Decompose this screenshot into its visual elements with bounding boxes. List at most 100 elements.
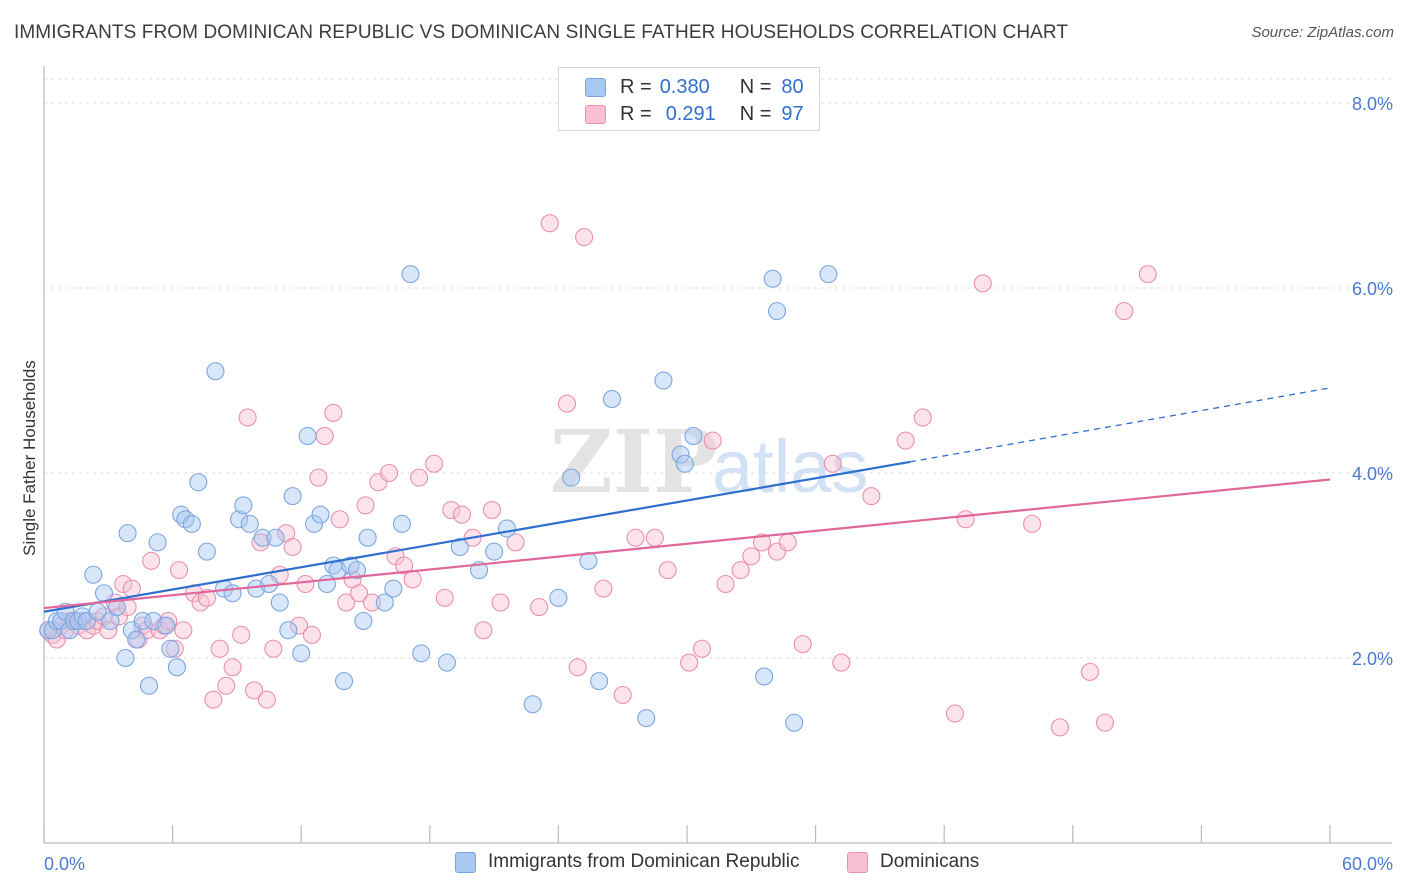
point-dominicans bbox=[452, 505, 472, 524]
point-immigrants bbox=[279, 621, 298, 640]
point-immigrants bbox=[335, 672, 354, 691]
point-dominicans bbox=[1023, 514, 1042, 533]
point-immigrants bbox=[579, 551, 598, 570]
point-immigrants bbox=[234, 496, 253, 515]
point-dominicans bbox=[626, 528, 645, 547]
point-immigrants bbox=[176, 510, 195, 529]
point-dominicans bbox=[395, 556, 414, 575]
point-dominicans bbox=[956, 510, 975, 529]
point-dominicans bbox=[283, 537, 302, 557]
legend-r-label: R = bbox=[620, 75, 652, 98]
point-immigrants bbox=[523, 695, 542, 714]
point-dominicans bbox=[778, 533, 797, 552]
axes bbox=[43, 66, 1392, 844]
point-immigrants bbox=[602, 389, 622, 409]
bottom-legend-item-immigrants: Immigrants from Dominican Republic bbox=[455, 851, 800, 873]
point-dominicans bbox=[506, 533, 525, 552]
point-dominicans bbox=[913, 408, 932, 427]
point-dominicans bbox=[1115, 302, 1134, 321]
point-immigrants bbox=[229, 510, 249, 529]
point-dominicans bbox=[94, 607, 114, 626]
bottom-legend-swatch-blue bbox=[455, 851, 476, 873]
point-immigrants bbox=[755, 667, 774, 686]
point-immigrants bbox=[675, 454, 694, 473]
point-dominicans bbox=[238, 408, 257, 427]
point-dominicans bbox=[692, 639, 712, 658]
point-dominicans bbox=[309, 468, 328, 487]
legend: R = 0.380 N = 80 R = 0.291 N = 97 bbox=[558, 67, 820, 131]
point-immigrants bbox=[182, 514, 201, 533]
bottom-legend-label: Dominicans bbox=[880, 851, 980, 872]
point-immigrants bbox=[549, 588, 568, 607]
point-dominicans bbox=[1095, 713, 1114, 732]
point-dominicans bbox=[217, 676, 236, 695]
point-dominicans bbox=[557, 394, 577, 413]
point-dominicans bbox=[973, 274, 992, 293]
point-immigrants bbox=[253, 528, 272, 547]
point-dominicans bbox=[425, 454, 444, 473]
point-immigrants bbox=[266, 528, 285, 547]
legend-r-value: 0.380 bbox=[659, 75, 710, 98]
point-dominicans bbox=[645, 528, 664, 547]
point-immigrants bbox=[654, 371, 673, 390]
point-dominicans bbox=[568, 658, 587, 677]
point-dominicans bbox=[142, 551, 161, 570]
point-dominicans bbox=[832, 653, 851, 672]
point-immigrants bbox=[375, 593, 394, 612]
point-immigrants bbox=[240, 514, 259, 533]
point-dominicans bbox=[823, 454, 842, 473]
point-dominicans bbox=[191, 593, 210, 612]
point-dominicans bbox=[731, 561, 750, 580]
point-dominicans bbox=[324, 403, 343, 422]
grid-lines bbox=[44, 78, 1392, 659]
point-immigrants bbox=[167, 658, 186, 677]
point-dominicans bbox=[613, 685, 632, 705]
point-dominicans bbox=[290, 616, 309, 635]
point-immigrants bbox=[637, 709, 656, 728]
point-immigrants bbox=[283, 487, 302, 506]
point-immigrants bbox=[767, 302, 787, 321]
point-dominicans bbox=[896, 431, 915, 450]
legend-n-label: N = bbox=[739, 75, 772, 98]
y-tick-label: 2.0% bbox=[1352, 649, 1393, 669]
point-immigrants bbox=[497, 519, 517, 538]
watermark: ZIP atlas bbox=[550, 412, 868, 513]
point-immigrants bbox=[562, 468, 581, 487]
point-dominicans bbox=[350, 584, 369, 603]
point-dominicans bbox=[159, 611, 178, 631]
tick-labels: 2.0% 4.0% 6.0% 8.0% 0.0% 60.0% bbox=[44, 94, 1393, 874]
chart-source: Source: ZipAtlas.com bbox=[1251, 24, 1394, 41]
point-dominicans bbox=[114, 574, 133, 594]
point-dominicans bbox=[362, 593, 381, 612]
x-tick-label-end: 60.0% bbox=[1342, 854, 1393, 874]
bottom-legend-swatch-pink bbox=[847, 851, 868, 873]
trend-line-immigrants bbox=[43, 460, 911, 613]
point-dominicans bbox=[315, 426, 334, 446]
point-dominicans bbox=[742, 547, 761, 566]
point-dominicans bbox=[356, 496, 375, 515]
point-dominicans bbox=[540, 214, 559, 233]
point-dominicans bbox=[530, 598, 549, 617]
point-dominicans bbox=[244, 681, 264, 700]
point-dominicans bbox=[575, 228, 594, 247]
point-immigrants bbox=[292, 644, 311, 663]
chart-title: IMMIGRANTS FROM DOMINICAN REPUBLIC VS DO… bbox=[14, 22, 1069, 43]
point-immigrants bbox=[148, 533, 167, 552]
point-dominicans bbox=[442, 500, 461, 520]
point-immigrants bbox=[763, 269, 782, 288]
point-immigrants bbox=[64, 611, 84, 631]
point-immigrants bbox=[819, 265, 838, 284]
legend-n-value: 80 bbox=[781, 75, 804, 98]
y-tick-label: 6.0% bbox=[1352, 279, 1393, 299]
legend-n-value: 97 bbox=[781, 102, 804, 125]
point-dominicans bbox=[174, 621, 193, 640]
point-dominicans bbox=[210, 639, 229, 658]
legend-n-label: N = bbox=[739, 102, 772, 125]
point-immigrants bbox=[206, 362, 225, 381]
point-immigrants bbox=[450, 537, 469, 557]
point-dominicans bbox=[862, 487, 881, 506]
point-dominicans bbox=[223, 658, 242, 677]
point-dominicans bbox=[264, 639, 283, 658]
point-dominicans bbox=[793, 635, 812, 654]
